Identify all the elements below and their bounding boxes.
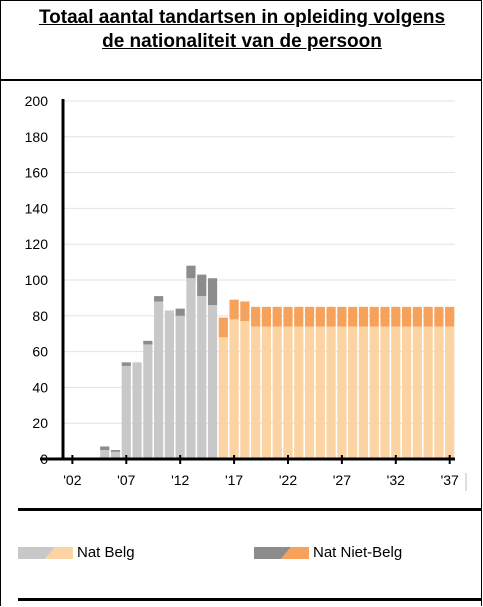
y-tick-label-100: 100 xyxy=(25,272,49,288)
bar-nat-belg-2037 xyxy=(445,326,455,459)
bars xyxy=(100,265,455,459)
axes: 020406080100120140160180200'02'07'12'17'… xyxy=(25,93,467,491)
bar-nat-niet-belg-2037 xyxy=(445,306,455,327)
bar-nat-niet-belg-2010 xyxy=(154,296,164,302)
bar-nat-niet-belg-2033 xyxy=(401,306,412,327)
bar-nat-niet-belg-2006 xyxy=(110,450,121,452)
bar-nat-belg-2011 xyxy=(164,310,175,459)
x-tick-label-2022: '22 xyxy=(279,472,297,488)
x-tick-label-2017: '17 xyxy=(225,472,243,488)
bar-nat-belg-2020 xyxy=(261,326,272,459)
bar-nat-belg-2016 xyxy=(218,337,228,459)
bar-nat-niet-belg-2034 xyxy=(412,306,422,327)
bar-nat-belg-2034 xyxy=(412,326,422,459)
bar-nat-niet-belg-2026 xyxy=(326,306,336,327)
bar-nat-niet-belg-2016 xyxy=(218,317,228,338)
x-tick-label-2007: '07 xyxy=(117,472,135,488)
bar-nat-belg-2015 xyxy=(207,305,218,459)
x-tick-label-2037: '37 xyxy=(441,472,459,488)
y-tick-label-200: 200 xyxy=(25,93,49,109)
bar-nat-belg-2017 xyxy=(229,319,239,459)
bar-nat-niet-belg-2036 xyxy=(434,306,444,327)
bar-nat-belg-2029 xyxy=(358,326,369,459)
bar-nat-niet-belg-2025 xyxy=(315,306,325,327)
bar-nat-belg-2024 xyxy=(304,326,315,459)
bar-nat-belg-2036 xyxy=(434,326,444,459)
chart-title-line-2: de nationaliteit van de persoon xyxy=(102,31,382,52)
legend-item-nat-niet-belg: Nat Niet-Belg xyxy=(254,542,402,562)
bar-nat-niet-belg-2015 xyxy=(207,278,218,306)
bar-nat-niet-belg-2018 xyxy=(240,301,250,322)
legend-item-nat-belg: Nat Belg xyxy=(18,542,135,562)
x-tick-label-2002: '02 xyxy=(63,472,81,488)
y-tick-label-140: 140 xyxy=(25,200,49,216)
bar-nat-belg-2009 xyxy=(143,344,153,459)
bar-nat-belg-2005 xyxy=(100,450,110,459)
bar-nat-belg-2014 xyxy=(197,296,207,459)
bar-nat-niet-belg-2007 xyxy=(121,362,131,366)
bar-nat-belg-2019 xyxy=(251,326,261,459)
y-tick-label-80: 80 xyxy=(32,308,48,324)
bar-nat-niet-belg-2028 xyxy=(348,306,358,327)
bar-nat-belg-2007 xyxy=(121,365,131,459)
bar-nat-niet-belg-2031 xyxy=(380,306,390,327)
y-tick-label-60: 60 xyxy=(32,344,48,360)
bar-nat-niet-belg-2023 xyxy=(294,306,304,327)
bar-nat-niet-belg-2024 xyxy=(304,306,315,327)
bar-nat-niet-belg-2013 xyxy=(186,265,196,279)
bar-nat-niet-belg-2027 xyxy=(337,306,347,327)
bar-nat-niet-belg-2017 xyxy=(229,299,239,320)
bar-nat-belg-2033 xyxy=(401,326,412,459)
x-tick-label-2027: '27 xyxy=(333,472,351,488)
bar-nat-niet-belg-2019 xyxy=(251,306,261,327)
x-tick-label-2012: '12 xyxy=(171,472,189,488)
legend-swatch-nat-belg xyxy=(18,546,73,559)
grid-lines xyxy=(63,100,455,424)
bar-chart: 020406080100120140160180200'02'07'12'17'… xyxy=(25,93,467,491)
bar-nat-belg-2018 xyxy=(240,321,250,459)
bar-nat-belg-2013 xyxy=(186,278,196,459)
x-tick-label-2032: '32 xyxy=(387,472,405,488)
bar-nat-belg-2006 xyxy=(110,451,121,459)
bar-nat-belg-2021 xyxy=(272,326,282,459)
title-divider xyxy=(0,79,482,81)
y-tick-label-20: 20 xyxy=(32,415,48,431)
chart-title-line-1: Totaal aantal tandartsen in opleiding vo… xyxy=(38,7,446,28)
legend-label-nat-niet-belg: Nat Niet-Belg xyxy=(313,543,403,561)
bar-nat-niet-belg-2032 xyxy=(391,306,401,327)
legend-bottom-divider xyxy=(18,598,482,601)
bar-nat-belg-2022 xyxy=(283,326,293,459)
bar-nat-niet-belg-2012 xyxy=(175,308,185,316)
y-tick-label-180: 180 xyxy=(25,129,49,145)
bar-nat-belg-2023 xyxy=(294,326,304,459)
y-tick-label-160: 160 xyxy=(25,165,49,181)
legend-top-divider xyxy=(18,508,482,511)
bar-nat-belg-2012 xyxy=(175,315,185,459)
bar-nat-belg-2027 xyxy=(337,326,347,459)
legend-swatch-nat-niet-belg xyxy=(254,546,309,559)
bar-nat-belg-2026 xyxy=(326,326,336,459)
bar-nat-belg-2031 xyxy=(380,326,390,459)
bar-nat-niet-belg-2009 xyxy=(143,340,153,345)
bar-nat-niet-belg-2035 xyxy=(423,306,433,327)
y-tick-label-40: 40 xyxy=(32,379,48,395)
bar-nat-niet-belg-2014 xyxy=(197,274,207,297)
bar-nat-niet-belg-2029 xyxy=(358,306,369,327)
chart-title: Totaal aantal tandartsen in opleiding vo… xyxy=(4,6,480,54)
bar-nat-belg-2010 xyxy=(154,301,164,459)
bar-nat-niet-belg-2022 xyxy=(283,306,293,327)
bar-nat-belg-2008 xyxy=(132,362,142,459)
bar-nat-niet-belg-2005 xyxy=(100,446,110,451)
bar-nat-belg-2025 xyxy=(315,326,325,459)
bar-nat-belg-2032 xyxy=(391,326,401,459)
bar-nat-belg-2028 xyxy=(348,326,358,459)
legend-label-nat-belg: Nat Belg xyxy=(77,543,135,561)
bar-nat-niet-belg-2021 xyxy=(272,306,282,327)
bar-nat-belg-2030 xyxy=(369,326,379,459)
y-tick-label-120: 120 xyxy=(25,236,49,252)
bar-nat-niet-belg-2030 xyxy=(369,306,379,327)
bar-nat-belg-2035 xyxy=(423,326,433,459)
bar-nat-niet-belg-2020 xyxy=(261,306,272,327)
